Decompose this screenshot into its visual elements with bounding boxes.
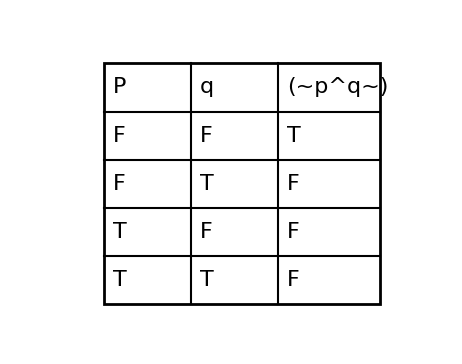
Text: T: T <box>200 174 214 194</box>
Text: F: F <box>113 126 126 146</box>
Text: F: F <box>200 126 213 146</box>
Text: q: q <box>200 78 214 98</box>
Bar <box>104 63 380 304</box>
Text: T: T <box>113 270 127 290</box>
Text: F: F <box>200 222 213 242</box>
Text: (~p^q~): (~p^q~) <box>287 78 389 98</box>
Text: F: F <box>113 174 126 194</box>
Text: F: F <box>287 270 300 290</box>
Text: T: T <box>113 222 127 242</box>
Text: T: T <box>287 126 301 146</box>
Text: P: P <box>113 78 127 98</box>
Text: F: F <box>287 174 300 194</box>
Text: T: T <box>200 270 214 290</box>
Text: F: F <box>287 222 300 242</box>
